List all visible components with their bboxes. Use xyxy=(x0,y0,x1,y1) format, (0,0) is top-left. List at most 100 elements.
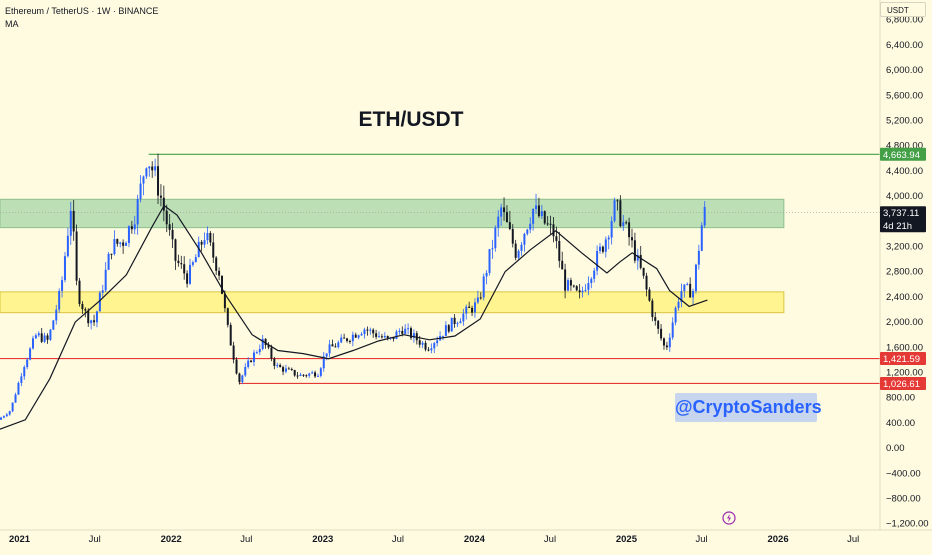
levels-layer xyxy=(0,153,880,385)
candle-body xyxy=(58,290,61,310)
candle-body xyxy=(5,414,8,417)
zones-layer xyxy=(0,198,785,314)
candle-body xyxy=(37,333,40,336)
candle-body xyxy=(660,328,663,339)
candle-body xyxy=(136,199,139,225)
candle-body xyxy=(325,353,328,357)
candle-body xyxy=(601,246,604,252)
candle-body xyxy=(569,280,572,286)
candle-body xyxy=(471,307,474,313)
y-tick-label: 4,800.00 xyxy=(886,141,923,152)
candle-body xyxy=(55,309,58,321)
candle-body xyxy=(514,243,517,258)
candle-body xyxy=(95,311,98,323)
candle-body xyxy=(537,205,540,217)
candle-body xyxy=(311,372,314,374)
candle-body xyxy=(575,286,578,291)
candle-body xyxy=(366,329,369,331)
candle-body xyxy=(619,200,622,227)
candle-body xyxy=(636,254,639,261)
candle-body xyxy=(78,280,81,304)
y-tick-label: 2,400.00 xyxy=(886,292,923,303)
candle-body xyxy=(535,205,538,210)
candle-body xyxy=(66,235,69,257)
candle-body xyxy=(20,376,23,383)
candle-body xyxy=(505,212,508,223)
x-tick-label: 2026 xyxy=(767,534,788,545)
candle-body xyxy=(215,257,218,271)
candle-body xyxy=(447,325,450,332)
candle-body xyxy=(93,320,96,323)
candle-body xyxy=(75,231,78,281)
candle-body xyxy=(517,250,520,258)
candle-body xyxy=(229,324,232,346)
candle-body xyxy=(255,352,258,354)
candle-body xyxy=(252,352,255,363)
candle-body xyxy=(375,333,378,337)
moving-average-line xyxy=(0,204,708,430)
symbol-line[interactable]: Ethereum / TetherUS · 1W · BINANCE xyxy=(5,6,159,16)
candle-body xyxy=(584,289,587,291)
candle-body xyxy=(122,242,125,246)
candle-body xyxy=(218,270,221,276)
price-badge-4,663.94-text: 4,663.94 xyxy=(883,150,920,161)
x-tick-label: 2025 xyxy=(616,534,638,545)
candle-body xyxy=(488,249,491,273)
candle-body xyxy=(651,300,654,318)
candle-body xyxy=(299,374,302,376)
last-price-badge-text: 3,737.11 xyxy=(883,208,919,219)
y-tick-label: 5,200.00 xyxy=(886,116,923,127)
candle-body xyxy=(639,254,642,268)
candle-body xyxy=(578,290,581,293)
candle-body xyxy=(276,364,279,366)
x-tick-label: Jul xyxy=(89,534,101,545)
currency-button[interactable]: USDT xyxy=(880,2,926,17)
candle-body xyxy=(392,337,395,339)
candle-body xyxy=(476,297,479,303)
y-tick-label: 1,200.00 xyxy=(886,368,923,379)
candle-body xyxy=(337,342,340,348)
candle-body xyxy=(363,329,366,335)
candle-body xyxy=(296,375,299,377)
candle-body xyxy=(369,329,372,331)
candle-body xyxy=(395,331,398,339)
candle-body xyxy=(212,242,215,258)
candle-body xyxy=(165,210,168,225)
author-watermark: @CryptoSanders xyxy=(675,393,822,422)
candle-body xyxy=(642,267,645,276)
candle-body xyxy=(508,222,511,229)
y-tick-label: −800.00 xyxy=(886,494,921,505)
x-tick-label: Jul xyxy=(847,534,859,545)
indicator-label[interactable]: MA xyxy=(5,19,19,29)
x-tick-label: Jul xyxy=(392,534,404,545)
y-tick-label: 3,200.00 xyxy=(886,242,923,253)
candle-body xyxy=(101,290,104,293)
candle-body xyxy=(386,335,389,338)
candle-body xyxy=(267,345,270,348)
candle-body xyxy=(360,334,363,336)
candle-body xyxy=(63,256,66,281)
tradingview-logo-icon[interactable] xyxy=(722,511,736,525)
candle-body xyxy=(305,375,308,377)
candle-body xyxy=(572,285,575,287)
candle-body xyxy=(174,239,177,261)
candle-body xyxy=(238,373,241,383)
candle-body xyxy=(34,335,37,339)
candle-body xyxy=(444,325,447,336)
candle-body xyxy=(200,241,203,245)
candle-body xyxy=(552,224,555,237)
candle-body xyxy=(11,402,14,412)
candle-body xyxy=(282,367,285,372)
candle-body xyxy=(287,368,290,370)
candle-body xyxy=(130,226,133,230)
candle-body xyxy=(648,289,651,301)
candle-body xyxy=(113,239,116,255)
candle-body xyxy=(625,222,628,224)
candle-body xyxy=(671,322,674,338)
candle-body xyxy=(421,342,424,345)
candle-body xyxy=(657,320,660,329)
price-axis[interactable]: 6,800.00 6,400.00 6,000.00 5,600.00 5,200.00… xyxy=(886,15,929,530)
